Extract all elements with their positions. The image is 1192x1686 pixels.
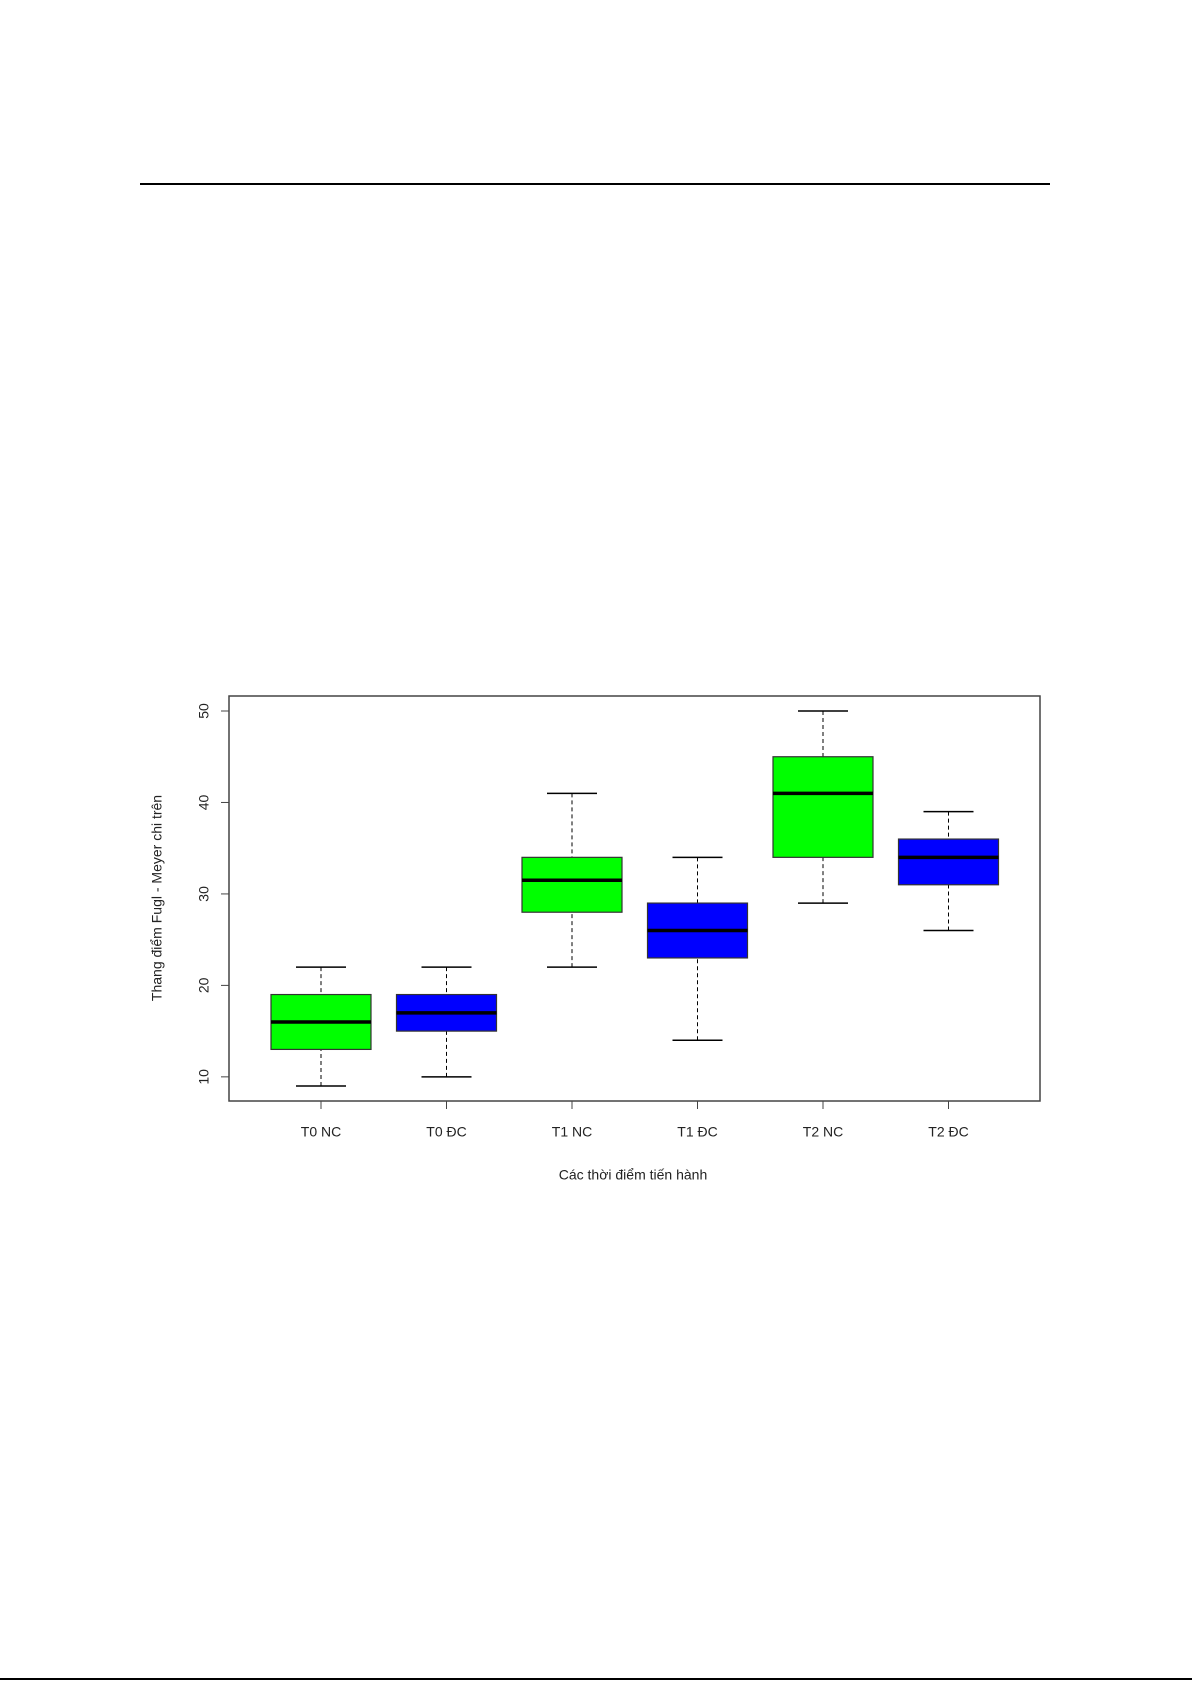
box bbox=[772, 756, 874, 858]
box bbox=[897, 838, 1000, 886]
y-tick-label: 30 bbox=[196, 886, 212, 902]
x-tick-label: T0 ĐC bbox=[426, 1124, 466, 1140]
x-tick-label: T2 ĐC bbox=[928, 1124, 968, 1140]
y-tick-label: 20 bbox=[196, 977, 212, 993]
y-axis-label: Thang điểm Fugl - Meyer chi trên bbox=[149, 795, 165, 1001]
y-tick-label: 50 bbox=[196, 703, 212, 719]
x-tick-label: T0 NC bbox=[301, 1124, 341, 1140]
plot-frame bbox=[228, 695, 1041, 1102]
y-tick-label: 10 bbox=[196, 1069, 212, 1085]
x-tick-label: T2 NC bbox=[803, 1124, 843, 1140]
x-tick-label: T1 NC bbox=[552, 1124, 592, 1140]
box bbox=[521, 856, 623, 913]
x-axis-label: Các thời điểm tiến hành bbox=[559, 1167, 707, 1183]
x-tick-label: T1 ĐC bbox=[677, 1124, 717, 1140]
y-tick-label: 40 bbox=[196, 794, 212, 810]
